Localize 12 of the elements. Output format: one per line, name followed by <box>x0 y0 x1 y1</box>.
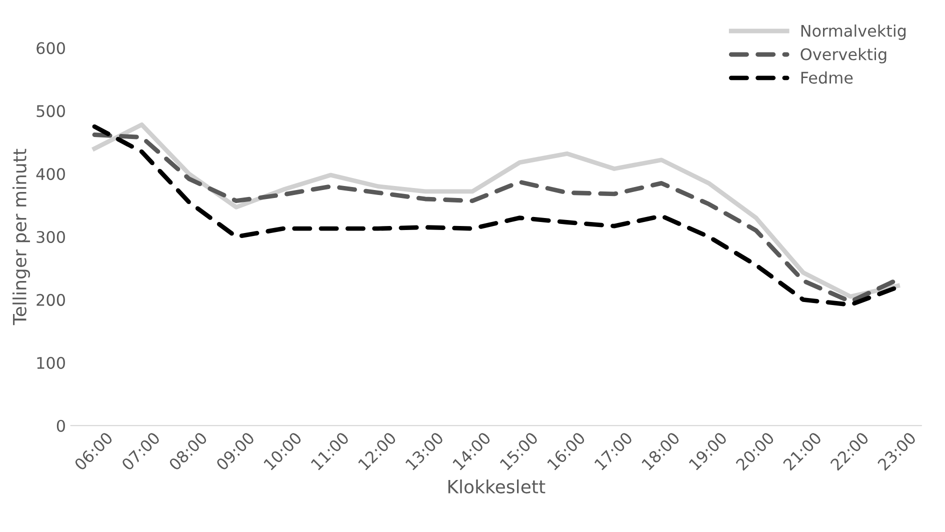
y-axis-title: Tellinger per minutt <box>12 148 30 326</box>
x-axis-title: Klokkeslett <box>448 479 546 494</box>
y-tick-label: 400 <box>36 168 65 180</box>
y-tick-label: 300 <box>36 230 65 244</box>
legend-label: Fedme <box>801 71 853 84</box>
y-tick-label: 200 <box>36 294 65 306</box>
legend-label: Overvektig <box>800 48 886 64</box>
legend-label: Normalvektig <box>801 24 906 40</box>
y-tick-label: 600 <box>36 42 65 54</box>
y-tick-label: 500 <box>36 105 65 118</box>
y-tick-label: 100 <box>37 356 65 369</box>
y-tick-label: 0 <box>56 420 65 432</box>
